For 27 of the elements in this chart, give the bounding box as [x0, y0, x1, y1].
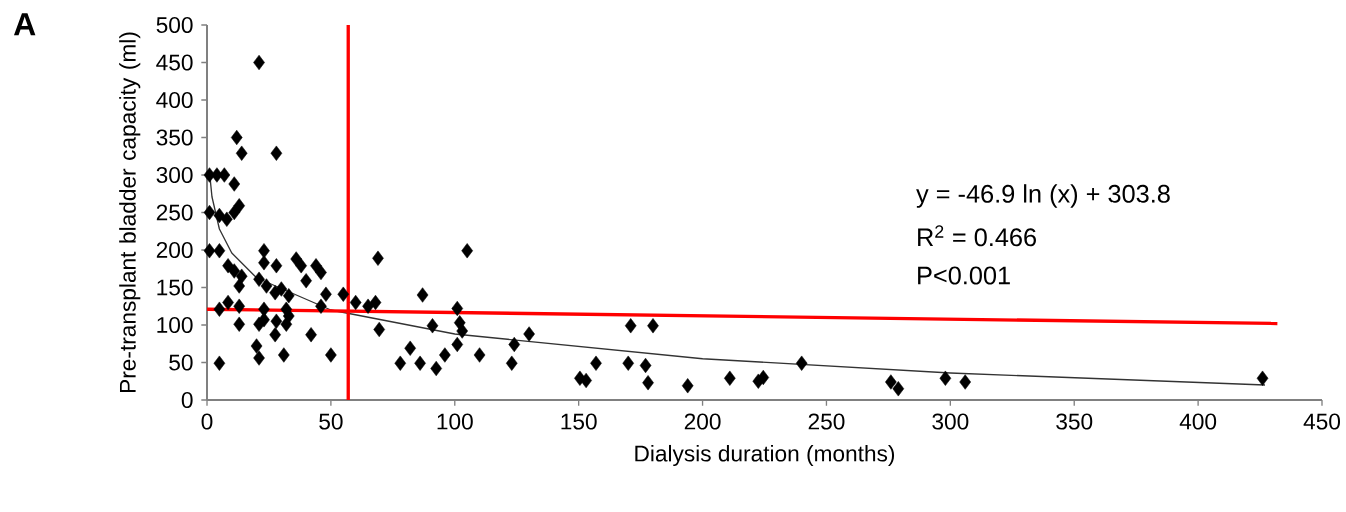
y-axis-title: Pre-transplant bladder capacity (ml) [119, 32, 141, 393]
annotation: y = -46.9 ln (x) + 303.8 [916, 184, 1170, 208]
y-tick-label: 100 [157, 316, 193, 334]
x-tick-label: 300 [932, 413, 969, 430]
text: A [13, 13, 36, 36]
annotation: P<0.001 [918, 266, 1010, 285]
y-tick-label: 150 [157, 279, 193, 296]
y-tick-label: 500 [156, 16, 193, 34]
x-tick-label: 150 [561, 413, 597, 430]
y-tick-label: 450 [156, 54, 193, 71]
x-tick-label: 50 [319, 413, 343, 430]
x-tick-label: 200 [684, 413, 721, 430]
x-tick-label: 0 [201, 413, 213, 430]
annotation: R$^{2}$ = 0.466 [918, 225, 1036, 247]
x-tick-label: 100 [437, 413, 473, 430]
x-tick-label: 350 [1056, 413, 1093, 430]
y-tick-label: 0 [181, 391, 193, 409]
y-tick-label: 350 [156, 129, 193, 146]
y-tick-label: 250 [156, 204, 193, 221]
y-tick-label: 300 [156, 166, 193, 184]
y-tick-label: 50 [169, 354, 193, 371]
x-tick-label: 250 [808, 413, 845, 430]
y-tick-label: 200 [156, 241, 193, 259]
x-tick-label: 450 [1303, 413, 1341, 430]
x-axis-title: Dialysis duration (months) [635, 444, 895, 467]
y-tick-label: 400 [156, 91, 193, 109]
x-tick-label: 400 [1179, 413, 1217, 430]
